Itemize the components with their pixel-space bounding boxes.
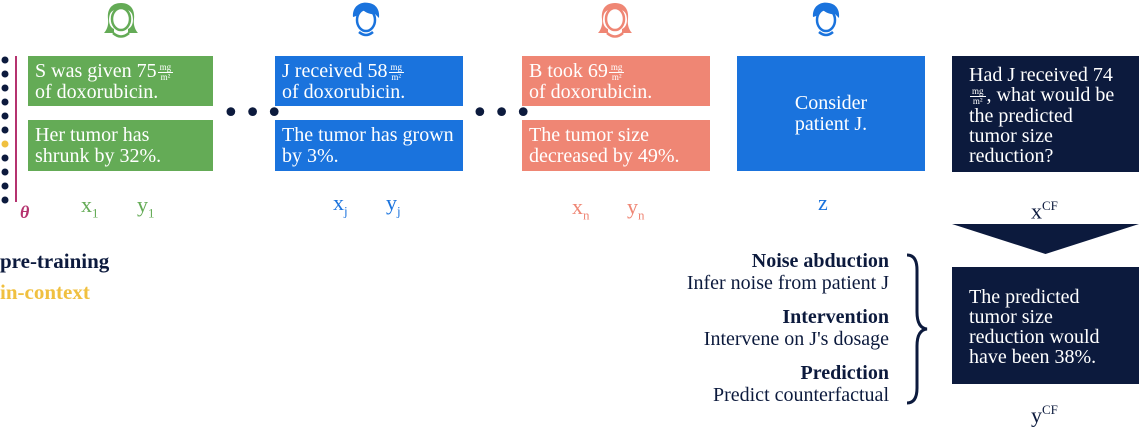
z-box: Consider patient J. <box>737 56 925 171</box>
z-text: Consider patient J. <box>777 93 885 135</box>
example-n-x-label: xn <box>572 195 590 227</box>
query-pre: Had J received <box>969 64 1088 86</box>
curly-brace-icon <box>903 252 929 406</box>
example-n-y-label: yn <box>627 195 645 227</box>
step-desc: Intervene on J's dosage <box>704 328 889 350</box>
step-head: Noise abduction <box>687 250 889 272</box>
step-intervention: Intervention Intervene on J's dosage <box>704 306 889 350</box>
example-j-y-label: yj <box>386 191 401 223</box>
theta-symbol: θ <box>20 200 29 224</box>
query-box: Had J received 74 mg m², what would be the… <box>952 56 1139 172</box>
example-n-x-post: of doxorubicin. <box>529 81 652 103</box>
step-desc: Infer noise from patient J <box>687 272 889 294</box>
z-label: z <box>818 191 828 215</box>
answer-text: The predicted tumor size reduction would… <box>969 286 1100 368</box>
step-desc: Predict counterfactual <box>713 384 889 406</box>
step-head: Prediction <box>713 362 889 384</box>
step-head: Intervention <box>704 306 889 328</box>
example-j-x-pre: J received 58 <box>282 60 388 82</box>
example-1-x-label: x1 <box>81 193 99 225</box>
step-prediction: Prediction Predict counterfactual <box>713 362 889 406</box>
example-j-x-box: J received 58 mg m² of doxorubicin. <box>275 56 463 106</box>
step-noise-abduction: Noise abduction Infer noise from patient… <box>687 250 889 294</box>
example-n-y-text: The tumor size decreased by 49%. <box>529 124 680 167</box>
example-1-y-label: y1 <box>137 193 155 225</box>
unit-fraction: mg m² <box>389 63 405 82</box>
example-j-y-box: The tumor has grown by 3%. <box>275 120 463 171</box>
query-label: xCF <box>1031 194 1058 223</box>
example-1-x-pre: S was given 75 <box>35 60 157 82</box>
query-value: 74 <box>1093 64 1113 86</box>
legend-pretraining: pre-training <box>0 249 109 274</box>
example-n-y-box: The tumor size decreased by 49%. <box>522 120 710 171</box>
arrow-down-icon <box>952 224 1139 254</box>
answer-box: The predicted tumor size reduction would… <box>952 267 1139 384</box>
theta-bracket <box>0 52 20 217</box>
example-1-x-box: S was given 75 mg m² of doxorubicin. <box>28 56 213 106</box>
person-icon-blue <box>349 0 383 38</box>
example-1-y-box: Her tumor has shrunk by 32%. <box>28 120 213 171</box>
person-icon-green <box>103 0 139 38</box>
query-post: , what would be the predicted tumor size… <box>969 84 1114 167</box>
example-1-x-post: of doxorubicin. <box>35 81 158 103</box>
unit-fraction: mg m² <box>970 87 986 106</box>
unit-fraction: mg m² <box>158 63 174 82</box>
example-n-x-box: B took 69 mg m² of doxorubicin. <box>522 56 710 106</box>
legend-incontext: in-context <box>0 280 90 305</box>
example-j-x-label: xj <box>333 191 348 223</box>
person-icon-salmon <box>597 0 633 38</box>
unit-fraction: mg m² <box>609 63 625 82</box>
example-j-x-post: of doxorubicin. <box>282 81 405 103</box>
person-icon-blue-z <box>809 0 843 38</box>
example-1-y-text: Her tumor has shrunk by 32%. <box>35 124 161 167</box>
example-j-y-text: The tumor has grown by 3%. <box>282 124 454 167</box>
example-n-x-pre: B took 69 <box>529 60 608 82</box>
